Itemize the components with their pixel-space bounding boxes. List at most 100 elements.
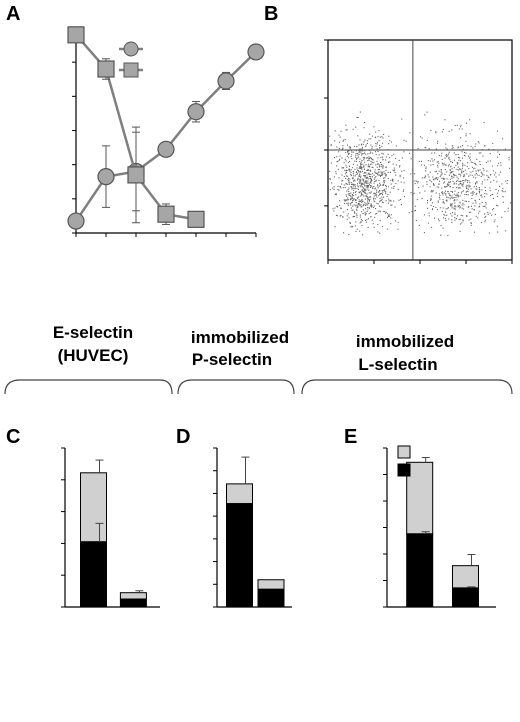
- panel-b-event-dot: [394, 169, 396, 171]
- panel-b-event-dot: [415, 219, 417, 221]
- panel-b-event-dot: [430, 198, 432, 200]
- bracket-e-selectin: [4, 379, 173, 395]
- panel-c-bar-chart: [61, 447, 160, 608]
- panel-b-event-dot: [368, 199, 370, 201]
- panel-b-event-dot: [351, 209, 353, 211]
- panel-b-event-dot: [418, 224, 420, 226]
- panel-b-event-dot: [370, 177, 372, 179]
- panel-b-event-dot: [501, 190, 503, 192]
- panel-b-event-dot: [374, 198, 376, 200]
- panel-b-event-dot: [361, 182, 363, 184]
- panel-b-event-dot: [502, 201, 504, 203]
- panel-b-event-dot: [329, 189, 331, 191]
- panel-b-event-dot: [363, 175, 365, 177]
- panel-b-event-dot: [350, 156, 352, 158]
- panel-b-event-dot: [499, 171, 501, 173]
- panel-b-event-dot: [365, 194, 367, 196]
- panel-b-event-dot: [366, 180, 368, 182]
- panel-b-event-dot: [359, 200, 361, 202]
- panel-b-event-dot: [355, 199, 357, 201]
- panel-b-event-dot: [414, 180, 416, 182]
- panel-b-event-dot: [482, 155, 484, 157]
- panel-b-event-dot: [446, 199, 448, 201]
- panel-b-event-dot: [487, 179, 489, 181]
- panel-b-event-dot: [373, 162, 375, 164]
- panel-b-event-dot: [458, 205, 460, 207]
- panel-b-event-dot: [359, 182, 361, 184]
- panel-b-event-dot: [350, 198, 352, 200]
- panel-b-event-dot: [357, 205, 359, 207]
- panel-b-event-dot: [370, 173, 372, 175]
- panel-b-event-dot: [414, 183, 416, 185]
- panel-b-event-dot: [415, 180, 417, 182]
- panel-b-event-dot: [374, 193, 376, 195]
- panel-b-event-dot: [393, 153, 395, 155]
- panel-b-event-dot: [346, 166, 348, 168]
- panel-b-event-dot: [414, 173, 416, 175]
- panel-b-event-dot: [436, 170, 438, 172]
- panel-b-event-dot: [372, 206, 374, 208]
- panel-b-event-dot: [413, 192, 415, 194]
- panel-b-event-dot: [465, 191, 467, 193]
- panel-b-event-dot: [424, 114, 426, 116]
- panel-b-event-dot: [360, 170, 362, 172]
- panel-b-event-dot: [379, 136, 381, 138]
- panel-b-event-dot: [338, 177, 340, 179]
- panel-b-event-dot: [500, 162, 502, 164]
- panel-b-event-dot: [368, 207, 370, 209]
- panel-b-event-dot: [350, 226, 352, 228]
- panel-b-event-dot: [335, 194, 337, 196]
- panel-b-event-dot: [449, 186, 451, 188]
- panel-b-event-dot: [369, 153, 371, 155]
- panel-b-event-dot: [445, 194, 447, 196]
- panel-b-event-dot: [446, 196, 448, 198]
- panel-b-event-dot: [362, 170, 364, 172]
- panel-b-event-dot: [359, 178, 361, 180]
- panel-b-event-dot: [488, 177, 490, 179]
- panel-b-event-dot: [446, 154, 448, 156]
- panel-b-event-dot: [347, 189, 349, 191]
- panel-b-event-dot: [431, 152, 433, 154]
- panel-b-event-dot: [464, 180, 466, 182]
- panel-b-event-dot: [373, 174, 375, 176]
- panel-b-event-dot: [453, 152, 455, 154]
- panel-b-event-dot: [443, 178, 445, 180]
- panel-b-event-dot: [437, 164, 439, 166]
- panel-b-event-dot: [371, 176, 373, 178]
- panel-d-bar-rolling: [257, 588, 285, 608]
- panel-b-event-dot: [502, 191, 504, 193]
- panel-b-event-dot: [484, 192, 486, 194]
- panel-b-event-dot: [333, 186, 335, 188]
- panel-b-event-dot: [410, 173, 412, 175]
- panel-b-event-dot: [348, 150, 350, 152]
- panel-b-event-dot: [364, 152, 366, 154]
- panel-b-event-dot: [346, 218, 348, 220]
- panel-letter-a: A: [6, 3, 20, 25]
- panel-b-event-dot: [377, 187, 379, 189]
- panel-b-event-dot: [374, 169, 376, 171]
- panel-b-event-dot: [480, 152, 482, 154]
- panel-b-event-dot: [382, 166, 384, 168]
- panel-b-event-dot: [347, 178, 349, 180]
- panel-b-event-dot: [352, 192, 354, 194]
- panel-b-event-dot: [378, 154, 380, 156]
- panel-b-event-dot: [379, 182, 381, 184]
- panel-b-event-dot: [446, 184, 448, 186]
- panel-b-event-dot: [452, 191, 454, 193]
- panel-b-event-dot: [364, 172, 366, 174]
- panel-b-event-dot: [356, 116, 358, 118]
- panel-b-event-dot: [409, 152, 411, 154]
- panel-b-event-dot: [370, 187, 372, 189]
- panel-b-event-dot: [361, 168, 363, 170]
- panel-b-event-dot: [466, 184, 468, 186]
- panel-b-event-dot: [382, 184, 384, 186]
- panel-b-event-dot: [378, 140, 380, 142]
- panel-b-event-dot: [454, 124, 456, 126]
- panel-b-event-dot: [475, 177, 477, 179]
- panel-b-event-dot: [456, 193, 458, 195]
- panel-a-line-chart: [67, 26, 265, 237]
- panel-b-event-dot: [367, 169, 369, 171]
- panel-b-event-dot: [461, 169, 463, 171]
- panel-b-event-dot: [383, 171, 385, 173]
- panel-b-event-dot: [357, 183, 359, 185]
